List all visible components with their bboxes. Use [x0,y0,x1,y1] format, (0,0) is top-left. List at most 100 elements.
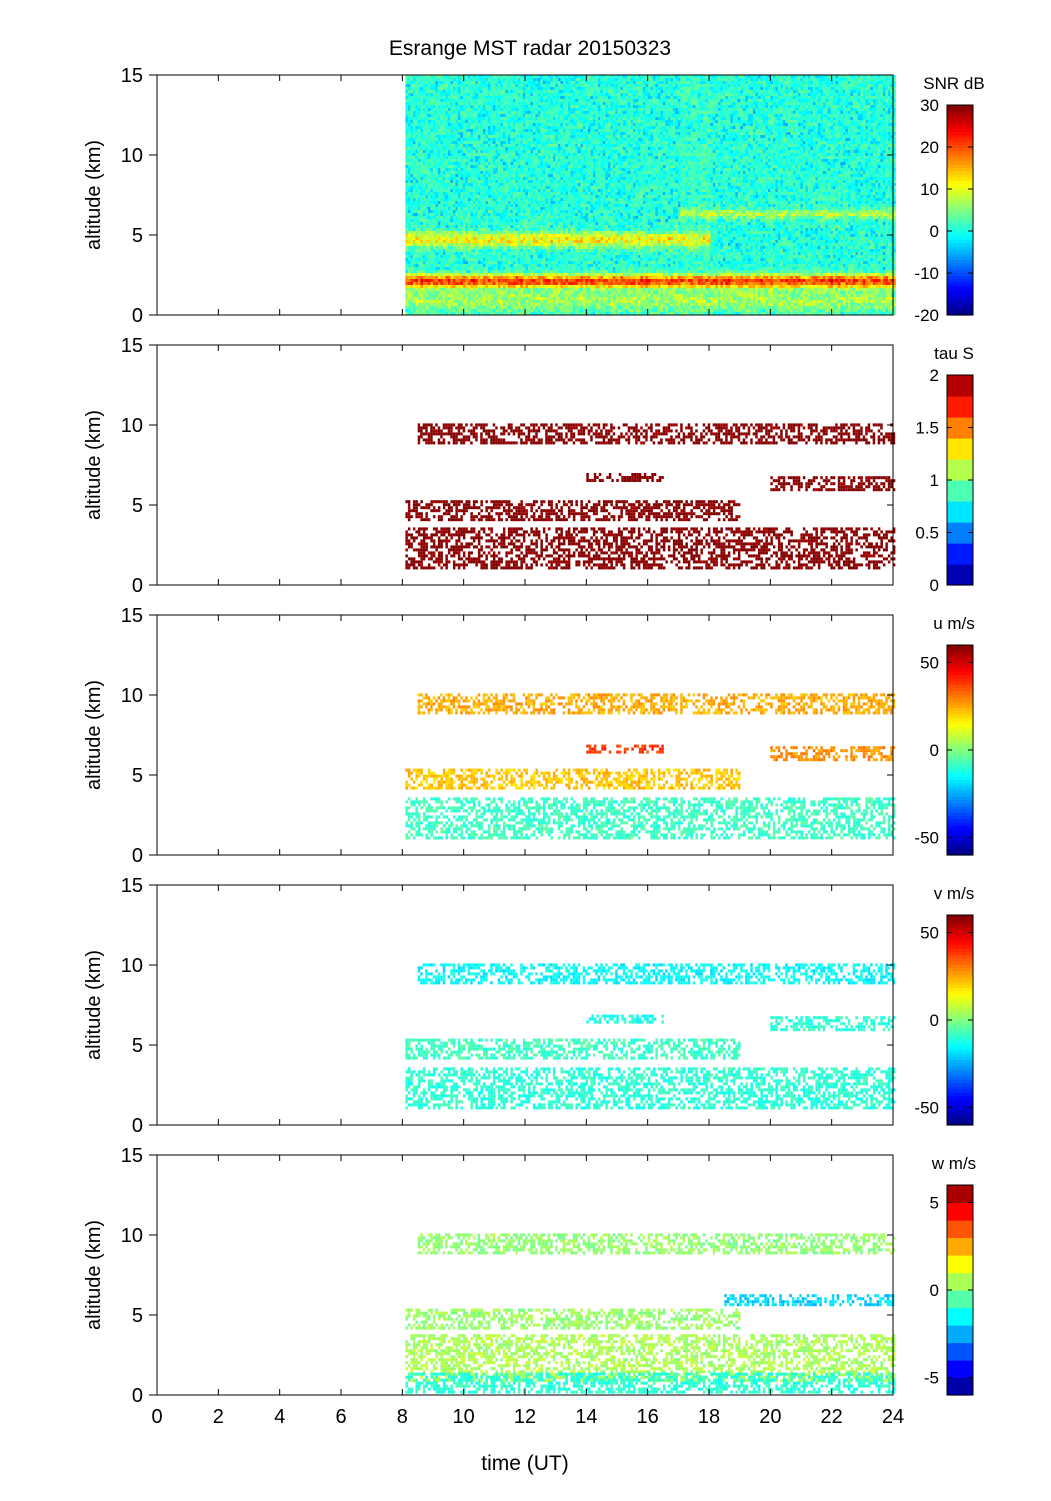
heatmap-cell [435,246,438,249]
heatmap-cell [423,138,426,141]
heatmap-cell [475,90,478,93]
heatmap-cell [478,180,481,183]
heatmap-cell [470,231,473,234]
heatmap-cell [418,78,421,81]
heatmap-cell [510,96,513,99]
heatmap-cell [535,213,538,216]
heatmap-cell [475,234,478,237]
heatmap-cell [485,288,488,291]
heatmap-cell [440,222,443,225]
heatmap-cell [483,240,486,243]
heatmap-cell [490,255,493,258]
heatmap-cell [448,264,451,267]
heatmap-cell [420,171,423,174]
heatmap-cell [433,234,436,237]
heatmap-cell [458,219,461,222]
heatmap-cell [440,219,443,222]
heatmap-cell [480,75,483,78]
heatmap-cell [530,156,533,159]
heatmap-cell [518,84,521,87]
heatmap-cell [500,138,503,141]
heatmap-cell [440,162,443,165]
heatmap-cell [413,267,416,270]
heatmap-cell [433,207,436,210]
heatmap-cell [515,210,518,213]
heatmap-cell [448,279,451,282]
heatmap-cell [435,105,438,108]
heatmap-cell [440,267,443,270]
heatmap-cell [445,243,448,246]
heatmap-cell [485,276,488,279]
heatmap-cell [518,303,521,306]
heatmap-cell [530,210,533,213]
heatmap-cell [438,282,441,285]
heatmap-cell [465,108,468,111]
heatmap-cell [533,123,536,126]
heatmap-cell [508,303,511,306]
heatmap-cell [430,177,433,180]
heatmap-cell [430,213,433,216]
heatmap-cell [525,210,528,213]
heatmap-cell [483,141,486,144]
heatmap-cell [443,225,446,228]
heatmap-cell [468,162,471,165]
heatmap-cell [413,249,416,252]
heatmap-cell [523,174,526,177]
heatmap-cell [498,234,501,237]
heatmap-cell [405,225,408,228]
heatmap-cell [408,204,411,207]
heatmap-cell [405,246,408,249]
heatmap-cell [463,240,466,243]
heatmap-cell [408,150,411,153]
heatmap-cell [450,129,453,132]
heatmap-cell [478,198,481,201]
heatmap-cell [463,165,466,168]
heatmap-cell [455,225,458,228]
heatmap-cell [430,126,433,129]
heatmap-cell [503,219,506,222]
heatmap-cell [505,285,508,288]
heatmap-cell [460,240,463,243]
heatmap-cell [470,120,473,123]
heatmap-cell [455,171,458,174]
heatmap-cell [448,270,451,273]
heatmap-cell [495,105,498,108]
heatmap-cell [435,147,438,150]
heatmap-cell [475,123,478,126]
heatmap-cell [445,294,448,297]
heatmap-cell [510,291,513,294]
heatmap-cell [438,237,441,240]
heatmap-cell [463,234,466,237]
heatmap-cell [513,195,516,198]
heatmap-cell [535,177,538,180]
heatmap-cell [475,294,478,297]
heatmap-cell [423,204,426,207]
heatmap-cell [415,234,418,237]
heatmap-cell [505,231,508,234]
heatmap-cell [478,285,481,288]
heatmap-cell [500,288,503,291]
heatmap-cell [420,150,423,153]
heatmap-cell [513,246,516,249]
heatmap-cell [498,120,501,123]
heatmap-cell [475,144,478,147]
heatmap-cell [405,186,408,189]
heatmap-cell [408,213,411,216]
heatmap-cell [538,81,541,84]
heatmap-cell [460,177,463,180]
heatmap-cell [478,177,481,180]
heatmap-cell [425,213,428,216]
heatmap-cell [520,78,523,81]
heatmap-cell [428,174,431,177]
heatmap-cell [518,99,521,102]
heatmap-cell [465,195,468,198]
heatmap-cell [410,225,413,228]
heatmap-cell [470,219,473,222]
heatmap-cell [513,252,516,255]
heatmap-cell [490,207,493,210]
heatmap-cell [425,87,428,90]
heatmap-cell [483,198,486,201]
heatmap-cell [405,309,408,312]
heatmap-cell [525,222,528,225]
heatmap-cell [480,234,483,237]
